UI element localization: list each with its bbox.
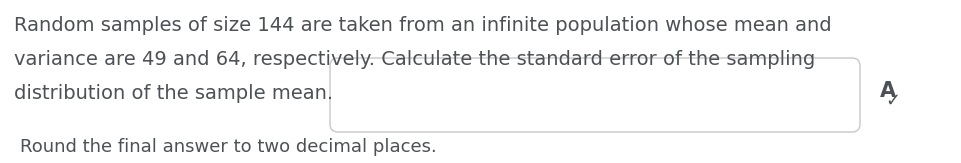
Text: variance are 49 and 64, respectively. Calculate the standard error of the sampli: variance are 49 and 64, respectively. Ca… bbox=[14, 50, 814, 69]
Text: Random samples of size 144 are taken from an infinite population whose mean and: Random samples of size 144 are taken fro… bbox=[14, 16, 830, 35]
Text: ✓: ✓ bbox=[884, 92, 899, 110]
Text: Round the final answer to two decimal places.: Round the final answer to two decimal pl… bbox=[20, 138, 436, 156]
Text: distribution of the sample mean.: distribution of the sample mean. bbox=[14, 84, 333, 103]
Text: A: A bbox=[879, 81, 895, 101]
FancyBboxPatch shape bbox=[330, 58, 859, 132]
